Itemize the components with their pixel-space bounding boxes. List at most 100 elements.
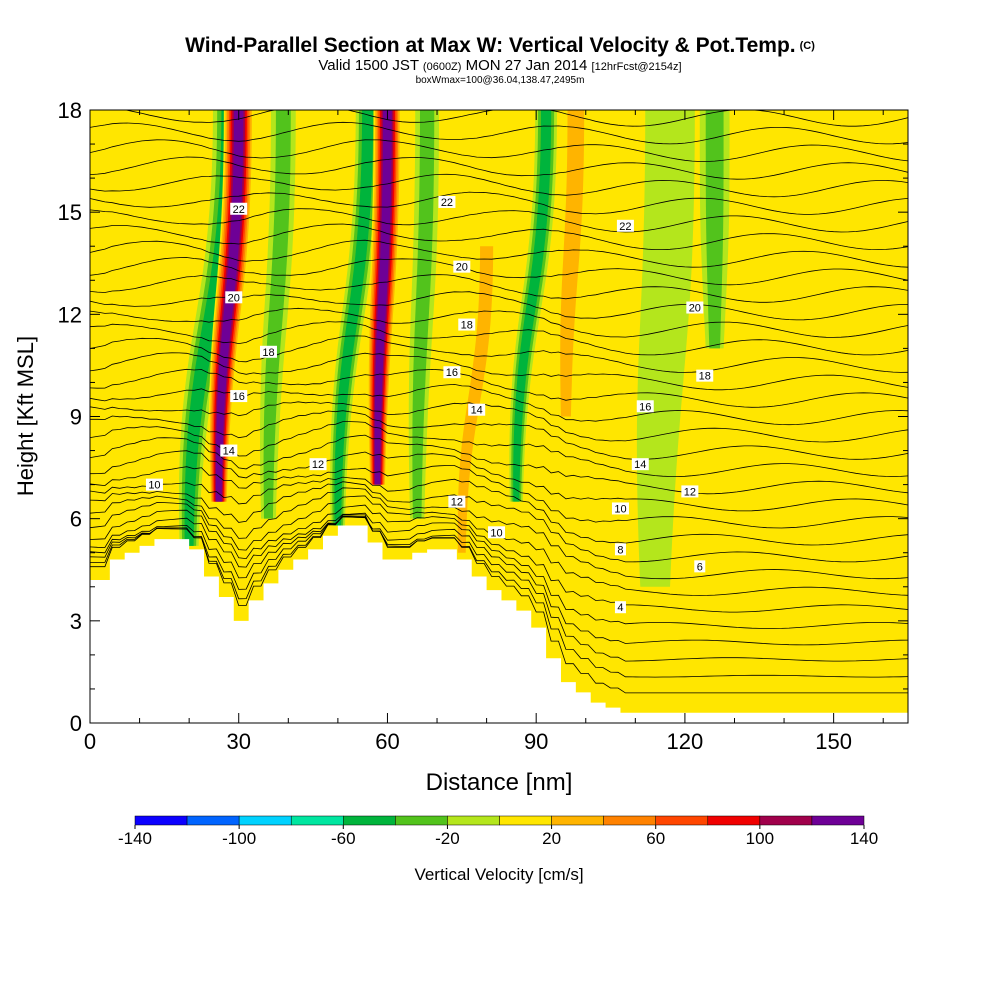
theta-contour	[90, 515, 908, 678]
y-axis: 0 3 6 9 12 15 18	[58, 98, 908, 736]
colorbar-swatch	[655, 815, 709, 826]
contour-label: 10	[145, 478, 163, 492]
colorbar-swatch	[186, 815, 240, 826]
contour-label-text: 12	[684, 486, 696, 498]
theta-contour	[90, 450, 908, 512]
theta-contour	[90, 321, 908, 356]
theta-contour	[90, 504, 908, 613]
colorbar-swatch	[707, 815, 761, 826]
velocity-cell-10	[699, 110, 730, 349]
contour-label: 16	[636, 400, 654, 413]
valid-time-line: Valid 1500 JST (0600Z) MON 27 Jan 2014 […	[0, 58, 1000, 75]
velocity-band	[813, 110, 874, 713]
contour-label-text: 6	[697, 561, 703, 573]
contour-label: 12	[309, 458, 327, 471]
contour-label-text: 16	[639, 401, 651, 413]
contour-label-box	[230, 202, 248, 215]
colorbar-swatch	[290, 815, 344, 826]
valid-date: MON 27 Jan 2014	[465, 57, 588, 74]
contour-label: 20	[453, 260, 471, 274]
x-axis-label: Distance [nm]	[426, 769, 573, 796]
contour-label: 18	[696, 369, 714, 383]
contour-label-text: 18	[699, 371, 711, 383]
x-tick-label: 30	[226, 729, 250, 754]
colorbar-tick-label: -60	[331, 829, 356, 848]
theta-contour	[90, 239, 908, 268]
contour-label: 14	[631, 458, 649, 471]
colorbar-swatch	[343, 815, 396, 826]
contour-label-box	[686, 301, 704, 314]
contour-label: 18	[458, 318, 476, 332]
colorbar-tick-label: 100	[746, 829, 774, 848]
y-tick-label: 12	[58, 302, 82, 327]
theta-contour	[90, 274, 908, 303]
contour-label-text: 22	[619, 221, 631, 233]
x-axis: 0 30 60 90 120 150	[84, 110, 884, 754]
velocity-cell-9	[636, 110, 695, 587]
contour-label-box	[145, 478, 163, 491]
contour-label-text: 16	[446, 367, 458, 379]
contour-label-text: 12	[312, 459, 324, 471]
theta-contour	[90, 514, 908, 694]
contour-label-text: 16	[233, 391, 245, 403]
contour-label-box	[631, 458, 649, 471]
contour-label-text: 10	[490, 527, 502, 539]
contour-label-text: 14	[471, 405, 483, 417]
chart-header: Wind-Parallel Section at Max W: Vertical…	[0, 34, 1000, 86]
contour-label-box	[448, 495, 466, 508]
colorbar-tick-label: -140	[118, 829, 152, 848]
contour-label-box	[636, 400, 654, 413]
contour-label: 14	[220, 444, 238, 458]
contour-label-box	[694, 560, 706, 573]
contour-label: 18	[259, 345, 277, 359]
contour-label-text: 18	[461, 320, 473, 332]
contour-label: 12	[448, 495, 466, 509]
contour-label-box	[614, 601, 626, 614]
contour-label: 12	[681, 485, 699, 498]
velocity-band	[457, 246, 494, 553]
velocity-cell-6	[454, 246, 498, 553]
contour-label-text: 4	[617, 602, 623, 614]
contour-label-text: 10	[614, 503, 626, 515]
velocity-band	[636, 110, 695, 587]
theta-contour	[90, 481, 908, 563]
contour-label: 10	[611, 502, 629, 515]
contour-label: 20	[225, 291, 243, 304]
colorbar-tick-label: 20	[542, 829, 561, 848]
theta-contour	[90, 516, 908, 662]
contour-label: 22	[616, 219, 634, 233]
plot-area: 22 20 18 16 14 12 10 22 20 18 16 14 12 10 22 20 18 16 14 12…	[89, 109, 909, 724]
theta-contour	[90, 368, 908, 408]
contour-label-box	[230, 390, 248, 403]
theta-contour	[90, 156, 908, 180]
contour-label: 4	[614, 601, 626, 614]
forecast-info: [12hrFcst@2154z]	[591, 61, 682, 73]
velocity-cell-11	[813, 110, 874, 713]
theta-contour	[90, 383, 908, 426]
y-tick-label: 18	[58, 98, 82, 123]
velocity-band	[374, 110, 392, 485]
x-tick-label: 90	[524, 729, 548, 754]
colorbar-swatch	[499, 815, 552, 826]
contour-label-text: 20	[689, 303, 701, 315]
colorbar-swatch	[603, 815, 656, 826]
valid-utc: (0600Z)	[422, 61, 462, 73]
x-tick-label: 60	[375, 729, 399, 754]
contour-label-box	[309, 458, 327, 471]
theta-contour	[90, 335, 908, 373]
contour-label-text: 18	[262, 347, 274, 359]
contour-label-box	[443, 366, 461, 379]
contour-label: 10	[488, 526, 506, 539]
theta-contour	[90, 307, 908, 338]
contour-label-box	[488, 526, 506, 539]
colorbar-tick-label: -20	[435, 829, 460, 848]
theta-contour	[90, 476, 908, 546]
theta-contour	[90, 487, 908, 580]
colorbar-label: Vertical Velocity [cm/s]	[414, 865, 583, 884]
contour-label: 16	[443, 366, 461, 379]
colorbar-swatch	[134, 815, 188, 826]
velocity-band	[263, 110, 291, 519]
colorbar-swatch	[811, 815, 865, 826]
contour-label-box	[225, 291, 243, 304]
